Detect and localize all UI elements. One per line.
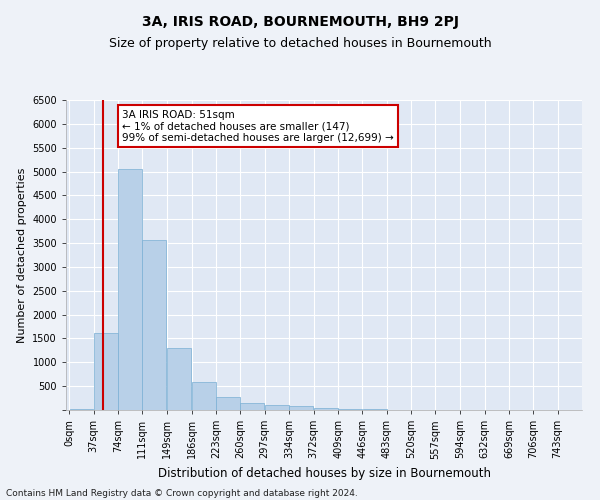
Bar: [241, 404, 264, 410]
Y-axis label: Number of detached properties: Number of detached properties: [17, 168, 26, 342]
Text: 3A IRIS ROAD: 51sqm
← 1% of detached houses are smaller (147)
99% of semi-detach: 3A IRIS ROAD: 51sqm ← 1% of detached hou…: [122, 110, 394, 142]
Bar: [314, 408, 338, 410]
Bar: [216, 396, 240, 410]
Text: 3A, IRIS ROAD, BOURNEMOUTH, BH9 2PJ: 3A, IRIS ROAD, BOURNEMOUTH, BH9 2PJ: [142, 15, 458, 29]
Bar: [192, 382, 215, 410]
Bar: [362, 409, 386, 410]
Bar: [338, 408, 362, 410]
Bar: [94, 332, 118, 410]
Bar: [167, 348, 191, 410]
Bar: [118, 168, 142, 410]
Bar: [265, 405, 289, 410]
Text: Contains HM Land Registry data © Crown copyright and database right 2024.: Contains HM Land Registry data © Crown c…: [6, 488, 358, 498]
Text: Size of property relative to detached houses in Bournemouth: Size of property relative to detached ho…: [109, 38, 491, 51]
X-axis label: Distribution of detached houses by size in Bournemouth: Distribution of detached houses by size …: [157, 467, 491, 480]
Bar: [70, 408, 94, 410]
Bar: [289, 406, 313, 410]
Bar: [142, 240, 166, 410]
